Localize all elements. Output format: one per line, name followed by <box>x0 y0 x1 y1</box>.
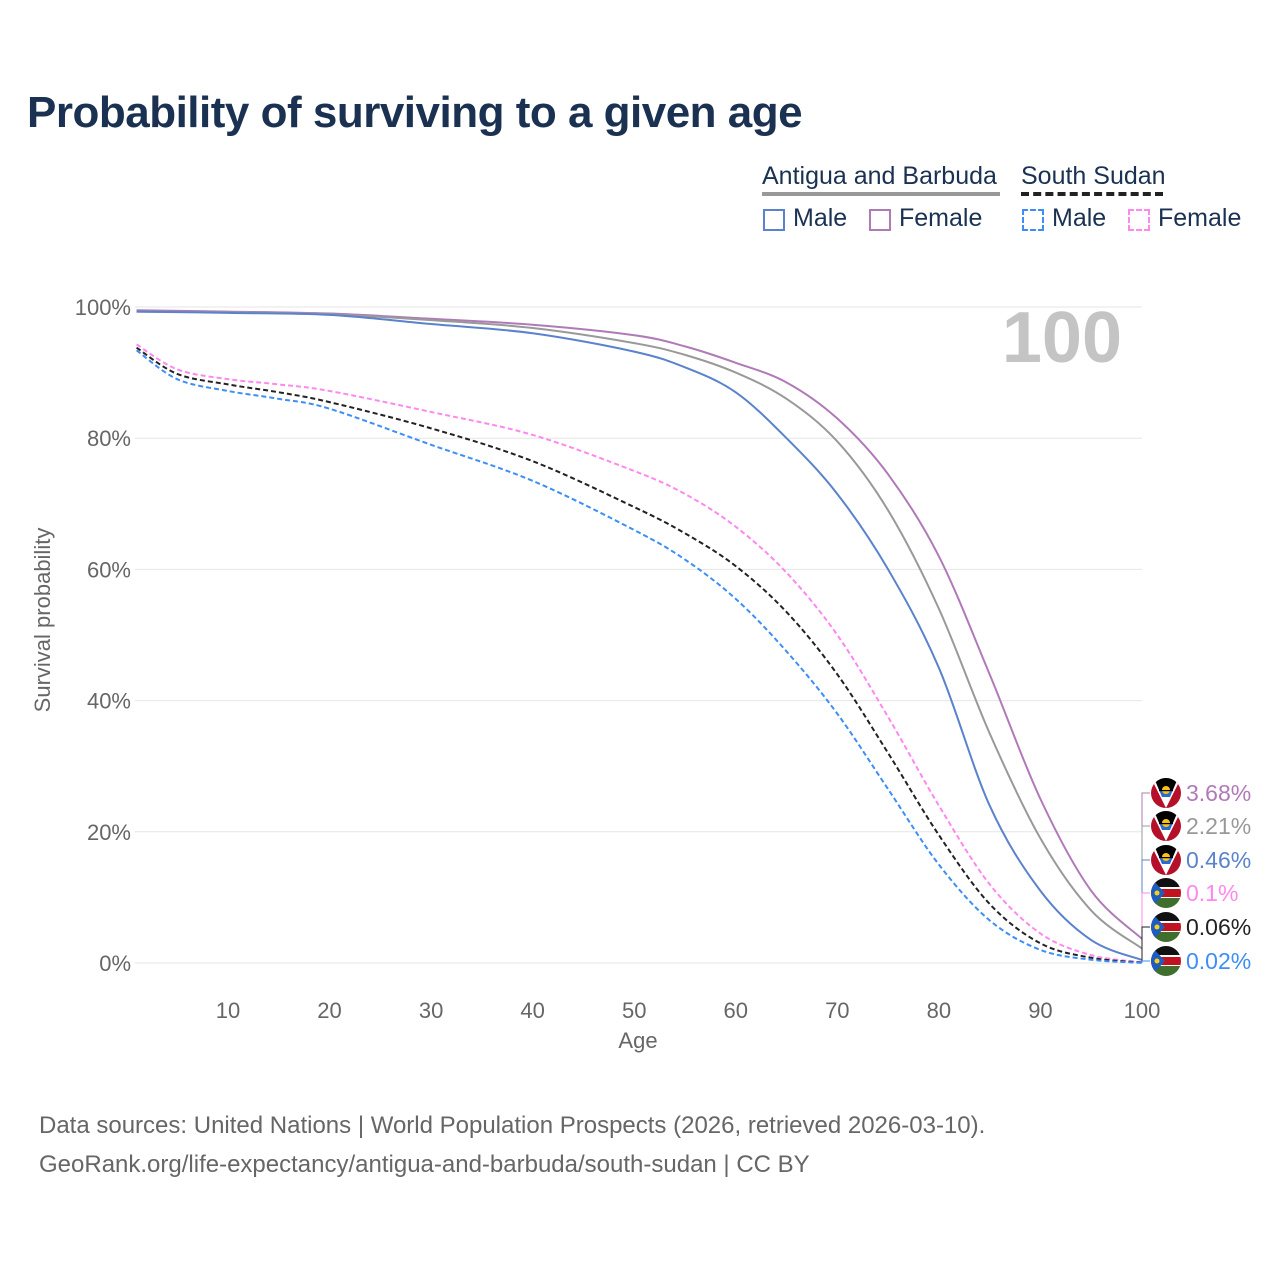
end-value-label: 3.68% <box>1186 780 1251 806</box>
series-line-south-sudan-male[interactable] <box>135 349 1143 964</box>
y-axis-label: Survival probability <box>30 528 55 713</box>
x-tick-label: 20 <box>317 998 341 1023</box>
x-tick-label: 40 <box>520 998 544 1023</box>
end-value-label: 2.21% <box>1186 813 1251 839</box>
legend-swatch-antigua-female <box>869 209 891 231</box>
end-label-connector <box>1141 825 1150 949</box>
x-tick-label: 50 <box>622 998 646 1023</box>
end-value-label: 0.06% <box>1186 914 1251 940</box>
southsudan-flag-icon <box>1151 878 1181 908</box>
end-label-connector <box>1141 960 1150 963</box>
antigua-flag-icon <box>1151 778 1181 808</box>
legend-southsudan-male[interactable]: Male <box>1052 204 1107 232</box>
current-age-indicator: 100 <box>1002 298 1122 378</box>
source-note: Data sources: United Nations | World Pop… <box>39 1106 985 1184</box>
y-tick-label: 60% <box>87 557 131 582</box>
end-value-label: 0.46% <box>1186 847 1251 873</box>
legend-antigua-female[interactable]: Female <box>899 204 983 232</box>
end-label-connector <box>1141 926 1150 963</box>
legend-swatch-southsudan-male <box>1022 209 1044 231</box>
legend-swatch-antigua-male <box>763 209 785 231</box>
series-line-antigua-and-barbuda-male[interactable] <box>136 310 1143 961</box>
end-value-label: 0.02% <box>1186 948 1251 974</box>
end-label-connector <box>1141 792 1150 939</box>
end-label-connector <box>1141 892 1150 963</box>
southsudan-flag-icon <box>1151 946 1181 976</box>
y-tick-label: 80% <box>87 426 131 451</box>
end-label-connector <box>1141 859 1150 960</box>
legend-southsudan-female[interactable]: Female <box>1158 204 1242 232</box>
series-line-south-sudan-female[interactable] <box>136 343 1143 964</box>
antigua-flag-icon <box>1151 811 1181 841</box>
southsudan-flag-icon <box>1151 912 1181 942</box>
legend-southsudan-dashed-line <box>1021 192 1163 196</box>
y-tick-label: 0% <box>99 951 131 976</box>
x-tick-label: 100 <box>1124 998 1161 1023</box>
antigua-flag-icon <box>1151 845 1181 875</box>
y-tick-label: 100% <box>75 295 131 320</box>
x-tick-label: 80 <box>927 998 951 1023</box>
series-line-south-sudan-total[interactable] <box>136 346 1143 964</box>
y-tick-label: 40% <box>87 689 131 714</box>
source-line-1: Data sources: United Nations | World Pop… <box>39 1112 986 1139</box>
series-line-antigua-and-barbuda-female[interactable] <box>136 309 1143 940</box>
x-axis-label: Age <box>618 1028 657 1053</box>
legend-swatch-southsudan-female <box>1128 209 1150 231</box>
x-tick-label: 70 <box>825 998 849 1023</box>
end-value-label: 0.1% <box>1186 880 1238 906</box>
x-tick-label: 60 <box>724 998 748 1023</box>
legend-antigua-solid-line <box>762 192 1000 196</box>
source-line-2[interactable]: GeoRank.org/life-expectancy/antigua-and-… <box>39 1151 810 1178</box>
y-tick-label: 20% <box>87 820 131 845</box>
legend-country-antigua[interactable]: Antigua and Barbuda <box>762 162 997 190</box>
x-tick-label: 10 <box>216 998 240 1023</box>
legend-antigua-male[interactable]: Male <box>793 204 848 232</box>
series-line-antigua-and-barbuda-total[interactable] <box>136 310 1143 950</box>
legend-country-southsudan[interactable]: South Sudan <box>1021 162 1166 190</box>
chart-title: Probability of surviving to a given age <box>27 88 803 137</box>
x-tick-label: 30 <box>419 998 443 1023</box>
x-tick-label: 90 <box>1028 998 1052 1023</box>
